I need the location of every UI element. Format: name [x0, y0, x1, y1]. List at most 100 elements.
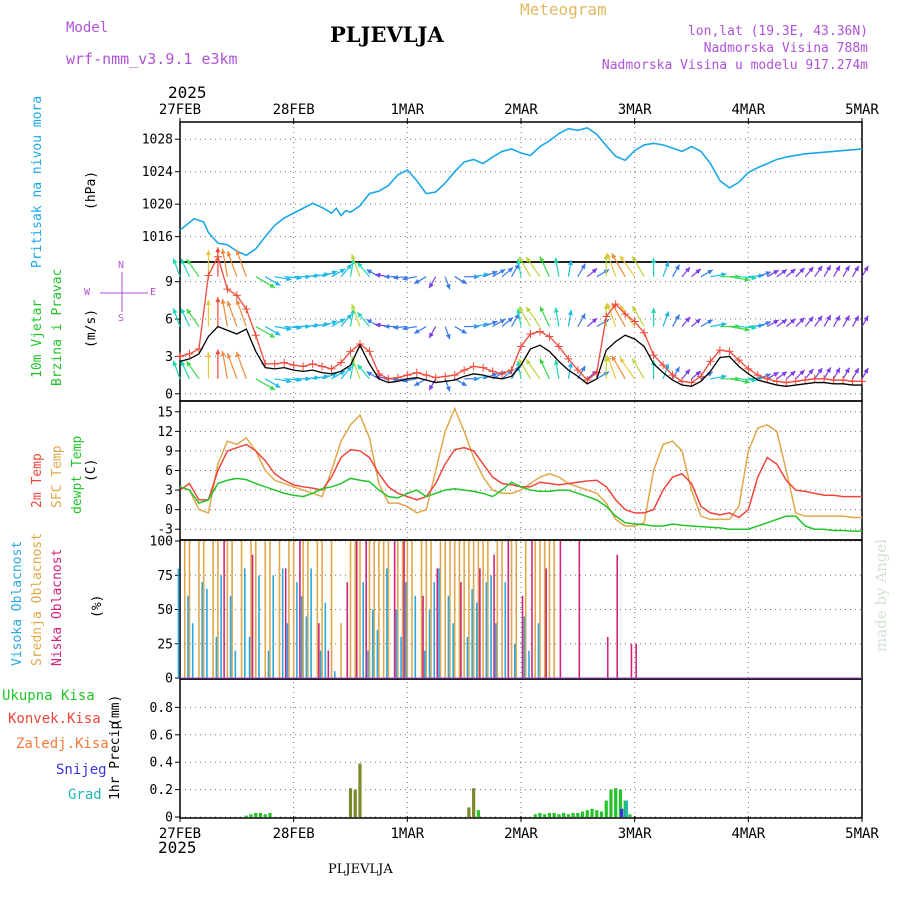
wind-gust-marker	[640, 328, 649, 337]
total-rain-bar	[562, 812, 566, 817]
y-tick-label: 9	[165, 444, 173, 459]
wind-arrowhead	[186, 259, 192, 265]
wind-arrowhead	[402, 275, 408, 281]
wind-gust-marker	[545, 332, 554, 341]
y-tick-label: 3	[165, 484, 173, 499]
wind-speed-line	[179, 325, 862, 387]
wind-gust-marker	[213, 252, 222, 261]
legend-convective-rain: Konvek.Kisa	[8, 711, 101, 727]
wind-gust-marker	[422, 371, 431, 380]
wind-arrowhead	[591, 370, 598, 376]
wind-gust-marker	[460, 366, 469, 375]
date-label-top: 1MAR	[390, 102, 424, 118]
total-rain-bar	[358, 763, 362, 817]
wind-arrowhead	[539, 306, 545, 312]
date-label-top: 28FEB	[273, 102, 315, 118]
wind-arrowhead	[339, 318, 346, 324]
wind-arrowhead	[331, 320, 338, 326]
bottom-station: PLJEVLJA	[328, 862, 393, 877]
wind-gust-marker	[696, 372, 705, 381]
wind-arrowhead	[684, 267, 691, 273]
y-tick-label: 1016	[142, 230, 173, 245]
wind-gust-marker	[403, 371, 412, 380]
wind-arrowhead	[773, 270, 779, 275]
wind-arrowhead	[781, 269, 788, 275]
total-rain-bar	[547, 812, 552, 817]
wind-arrowhead	[445, 333, 451, 340]
wind-gust-marker	[232, 291, 241, 300]
wind-arrowhead	[180, 360, 186, 367]
wind-arrowhead	[274, 280, 281, 286]
y-tick-label: -3	[157, 523, 173, 538]
wind-arrowhead	[553, 307, 559, 313]
total-rain-bar	[533, 814, 537, 817]
wind-arrowhead	[580, 313, 586, 320]
station-title: PLJEVLJA	[330, 22, 444, 47]
wind-arrowhead	[790, 268, 796, 275]
total-rain-bar	[348, 788, 353, 817]
wind-arrowhead	[346, 264, 352, 270]
total-rain-bar	[595, 810, 599, 817]
wind-arrowhead	[186, 308, 192, 315]
total-rain-bar	[263, 814, 267, 817]
wind-arrowhead	[707, 269, 713, 275]
total-rain-bar	[538, 812, 542, 817]
wind-arrowhead	[375, 272, 381, 278]
wind-gust-marker	[526, 329, 535, 338]
wind-gust-marker	[649, 351, 658, 360]
wind-arrowhead	[606, 355, 612, 361]
wind-gust-marker	[668, 371, 677, 380]
wind-arrowhead	[835, 265, 841, 272]
wind-arrowhead	[235, 351, 241, 358]
wind-arrowhead	[721, 322, 727, 327]
wind-arrowhead	[180, 308, 186, 314]
wind-gust-marker	[479, 363, 488, 372]
compass-north: N	[118, 260, 125, 271]
wind-gust-marker	[346, 347, 355, 356]
wind-arrowhead	[492, 270, 498, 276]
wind-gust-marker	[412, 368, 421, 377]
wind-gust-marker	[223, 285, 232, 294]
wind-arrowhead	[339, 370, 346, 376]
elevation-label: Nadmorska Visina 788m	[703, 41, 868, 56]
wind-arrowhead	[215, 297, 221, 303]
y-tick-label: 0.6	[150, 728, 173, 743]
total-rain-bar	[614, 788, 618, 817]
wind-gust-marker	[858, 377, 866, 386]
wind-arrowhead	[707, 319, 713, 325]
wind-arrowhead	[817, 315, 823, 322]
wind-gust-marker	[299, 362, 308, 371]
wind-arrowhead	[384, 274, 390, 280]
wind-arrowhead	[790, 318, 796, 324]
date-label-bottom: 1MAR	[390, 826, 424, 842]
wind-arrowhead	[492, 320, 498, 326]
wind-arrowhead	[765, 321, 771, 326]
wind-arrowhead	[296, 275, 302, 281]
wind-arrowhead	[674, 366, 680, 373]
wind-gust-marker	[848, 377, 857, 386]
wind-arrowhead	[567, 260, 573, 266]
year-bottom: 2025	[158, 838, 197, 857]
wind-gust-marker	[801, 376, 810, 385]
wind-arrowhead	[393, 275, 399, 281]
wind-gust-marker	[204, 271, 213, 280]
wind-gust-marker	[829, 376, 838, 385]
wind-arrowhead	[172, 360, 178, 367]
wind-arrowhead	[651, 258, 657, 264]
wind-gust-marker	[573, 366, 582, 375]
model-label: Model	[66, 20, 109, 36]
wind-gust-marker	[753, 371, 762, 380]
date-label-top: 5MAR	[845, 102, 879, 118]
total-rain-bar	[353, 789, 357, 817]
wind-gust-marker	[611, 300, 620, 309]
wind-gust-marker	[327, 364, 336, 373]
wind-arrowhead	[269, 385, 276, 390]
wind-arrowhead	[205, 352, 211, 358]
wind-arrowhead	[514, 365, 520, 372]
pressure-line	[179, 127, 863, 257]
total-rain-bar	[576, 812, 580, 817]
y-tick-label: 0	[165, 811, 173, 826]
total-rain-bar	[585, 810, 589, 817]
wind-arrowhead	[274, 330, 281, 336]
wind-gust-marker	[441, 372, 450, 381]
